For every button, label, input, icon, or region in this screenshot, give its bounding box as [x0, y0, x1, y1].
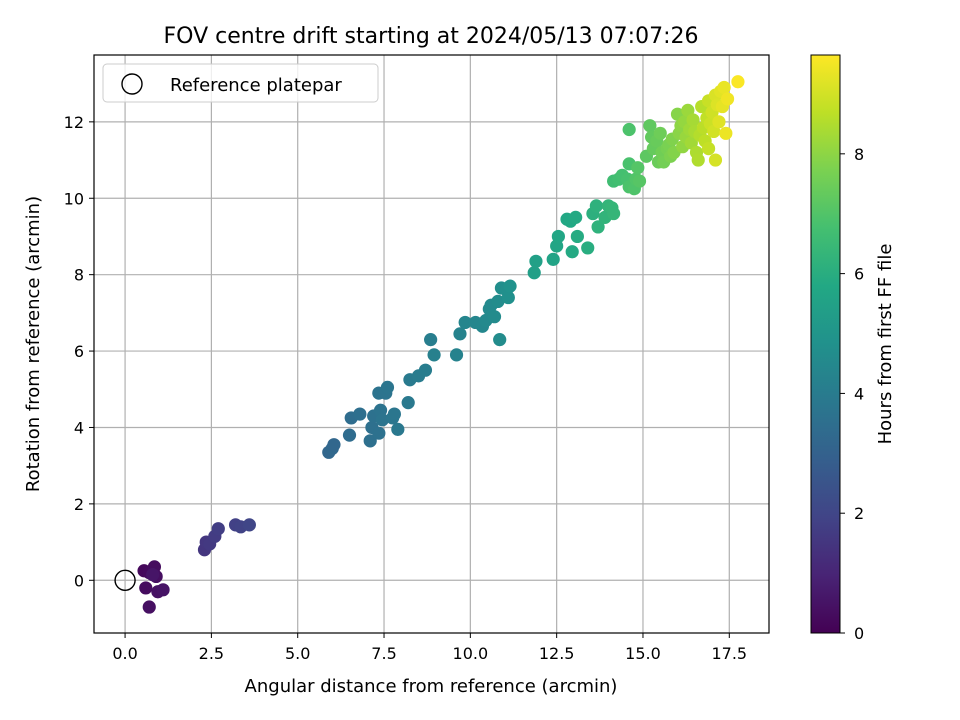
data-point — [491, 294, 505, 309]
x-tick-label: 17.5 — [711, 644, 747, 663]
legend: Reference platepar — [102, 63, 379, 103]
colorbar-tick-label: 0 — [854, 624, 864, 643]
plot-frame — [93, 54, 770, 634]
y-tick-label: 12 — [64, 113, 84, 132]
legend-box — [102, 63, 379, 103]
data-point — [418, 363, 433, 377]
colorbar-ticks: 0 2 4 6 8 — [840, 145, 864, 643]
data-point — [565, 245, 579, 259]
colorbar: 0 2 4 6 8 Hours from first FF file — [810, 54, 896, 643]
grid-lines — [94, 55, 769, 633]
data-point — [427, 348, 441, 362]
x-tick-label: 12.5 — [539, 644, 575, 663]
data-point — [719, 126, 733, 140]
reference-platepar-marker — [114, 569, 136, 591]
data-point — [391, 422, 405, 436]
x-tick-label: 2.5 — [199, 644, 224, 663]
colorbar-gradient — [810, 54, 841, 634]
data-point — [717, 80, 731, 95]
x-axis-label: Angular distance from reference (arcmin) — [245, 676, 618, 697]
data-point — [691, 153, 705, 167]
data-point — [720, 92, 735, 106]
data-point — [424, 333, 438, 347]
data-point — [493, 333, 507, 347]
data-point — [529, 254, 543, 268]
data-point — [501, 290, 515, 305]
data-point — [453, 327, 467, 341]
colorbar-tick-label: 6 — [854, 265, 864, 284]
data-point — [731, 75, 745, 89]
data-point — [380, 380, 395, 394]
data-point — [142, 600, 156, 614]
y-tick-label: 10 — [64, 189, 84, 208]
data-point — [353, 407, 367, 421]
x-tick-label: 0.0 — [112, 644, 137, 663]
data-point — [211, 522, 225, 536]
data-point — [363, 434, 377, 448]
data-point — [156, 583, 170, 597]
data-point — [546, 252, 560, 266]
data-point — [342, 428, 357, 442]
legend-marker-reference — [121, 73, 143, 95]
data-point — [551, 229, 565, 244]
data-point — [631, 161, 645, 175]
data-point — [701, 141, 716, 156]
y-tick-label: 8 — [74, 266, 84, 285]
chart-title: FOV centre drift starting at 2024/05/13 … — [164, 24, 699, 49]
y-tick-label: 0 — [74, 571, 84, 590]
colorbar-tick-label: 8 — [854, 145, 864, 164]
data-point — [503, 279, 517, 293]
x-tick-label: 10.0 — [453, 644, 489, 663]
data-point — [643, 119, 657, 133]
data-point — [449, 348, 464, 362]
y-tick-label: 6 — [74, 342, 84, 361]
x-ticks: 0.0 2.5 5.0 7.5 10.0 12.5 15.0 17.5 — [112, 633, 747, 663]
data-points — [137, 75, 745, 614]
reference-marker-layer — [114, 569, 136, 591]
y-axis-label: Rotation from reference (arcmin) — [23, 196, 44, 492]
x-tick-label: 7.5 — [371, 644, 396, 663]
data-point — [375, 413, 389, 427]
data-point — [372, 426, 386, 440]
data-point — [607, 206, 621, 221]
y-tick-label: 4 — [74, 418, 84, 437]
colorbar-tick-label: 2 — [854, 504, 864, 523]
data-point — [146, 567, 160, 582]
x-tick-label: 5.0 — [285, 644, 310, 663]
data-point — [570, 229, 584, 244]
data-point — [139, 581, 153, 595]
data-point — [242, 518, 256, 532]
data-point — [581, 241, 595, 255]
data-point — [327, 438, 341, 452]
data-point — [387, 407, 401, 421]
data-point — [458, 315, 472, 330]
y-tick-label: 2 — [74, 495, 84, 514]
data-point — [708, 153, 723, 167]
data-point — [622, 122, 636, 137]
data-point — [589, 199, 603, 213]
y-ticks: 0 2 4 6 8 10 12 — [64, 113, 94, 590]
data-point — [712, 115, 726, 129]
data-point — [527, 266, 541, 280]
data-point — [591, 220, 605, 234]
data-point — [569, 210, 583, 224]
legend-label-reference: Reference platepar — [170, 75, 342, 96]
data-point — [487, 310, 502, 324]
data-point — [401, 396, 415, 410]
data-point — [653, 126, 667, 140]
colorbar-label: Hours from first FF file — [875, 244, 896, 445]
x-tick-label: 15.0 — [625, 644, 661, 663]
data-point — [686, 113, 700, 127]
colorbar-tick-label: 4 — [854, 384, 864, 403]
data-point — [632, 174, 647, 188]
